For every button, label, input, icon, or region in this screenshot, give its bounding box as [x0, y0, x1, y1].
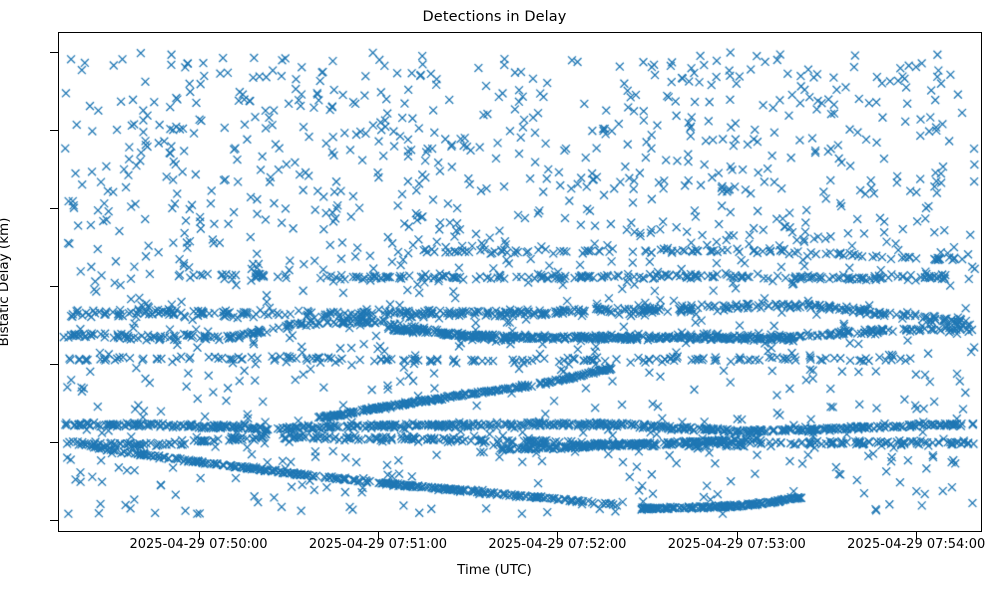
- y-axis-label: Bistatic Delay (km): [0, 217, 12, 347]
- y-tick-mark: [50, 520, 58, 522]
- x-tick-label: 2025-04-29 07:52:00: [488, 537, 627, 552]
- scatter-plot-canvas: [59, 33, 981, 531]
- x-tick-mark: [557, 532, 559, 540]
- y-tick-mark: [50, 129, 58, 131]
- x-tick-mark: [916, 532, 918, 540]
- x-tick-label: 2025-04-29 07:50:00: [129, 537, 268, 552]
- x-axis-label: Time (UTC): [457, 562, 532, 578]
- x-tick-mark: [377, 532, 379, 540]
- y-tick-mark: [50, 442, 58, 444]
- chart-title: Detections in Delay: [422, 9, 567, 25]
- y-tick-mark: [50, 207, 58, 209]
- x-tick-mark: [736, 532, 738, 540]
- x-tick-label: 2025-04-29 07:53:00: [667, 537, 806, 552]
- y-tick-mark: [50, 51, 58, 53]
- x-tick-mark: [198, 532, 200, 540]
- y-tick-mark: [50, 285, 58, 287]
- y-tick-mark: [50, 364, 58, 366]
- plot-axes: [58, 32, 982, 532]
- x-tick-label: 2025-04-29 07:54:00: [847, 537, 986, 552]
- x-tick-label: 2025-04-29 07:51:00: [308, 537, 447, 552]
